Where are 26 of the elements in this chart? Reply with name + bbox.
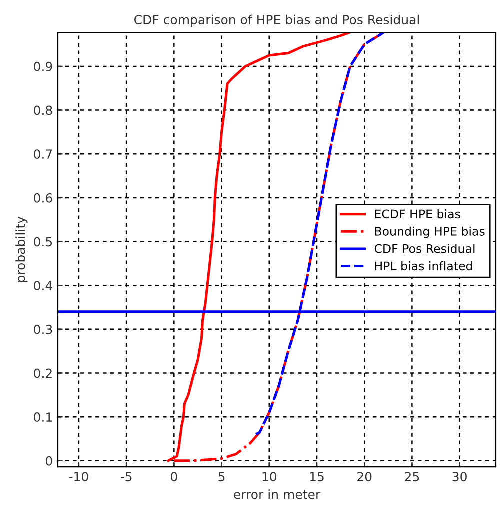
y-axis-title: probability (16, 216, 28, 282)
x-tick-label: 0 (171, 472, 178, 482)
y-tick-label: 0 (46, 456, 52, 466)
y-tick-label: 0.6 (34, 193, 52, 203)
x-tick-label: -10 (69, 472, 88, 482)
x-tick-label: 5 (218, 472, 225, 482)
x-tick-label: 25 (405, 472, 420, 482)
x-tick-label: 20 (358, 472, 372, 482)
x-tick-label: 15 (310, 472, 324, 482)
y-tick-label: 0.8 (34, 106, 52, 116)
x-tick-label: 10 (262, 472, 277, 482)
x-tick-label: 30 (452, 472, 467, 482)
y-tick-label: 0.4 (34, 281, 52, 291)
y-tick-label: 0.7 (34, 150, 52, 160)
y-tick-label: 0.2 (34, 368, 52, 378)
legend-label: HPL bias inflated (375, 261, 472, 271)
y-tick-label: 0.9 (34, 62, 52, 72)
y-tick-label: 0.1 (34, 412, 52, 422)
y-tick-label: 0.3 (34, 324, 52, 334)
legend-label: ECDF HPE bias (375, 209, 460, 219)
legend-label: CDF Pos Residual (374, 244, 475, 254)
legend-label: Bounding HPE bias (375, 226, 485, 238)
x-tick-label: -5 (120, 472, 132, 482)
chart-title: CDF comparison of HPE bias and Pos Residual (134, 14, 420, 27)
x-axis-title: error in meter (234, 490, 321, 500)
y-tick-label: 0.5 (34, 237, 52, 247)
